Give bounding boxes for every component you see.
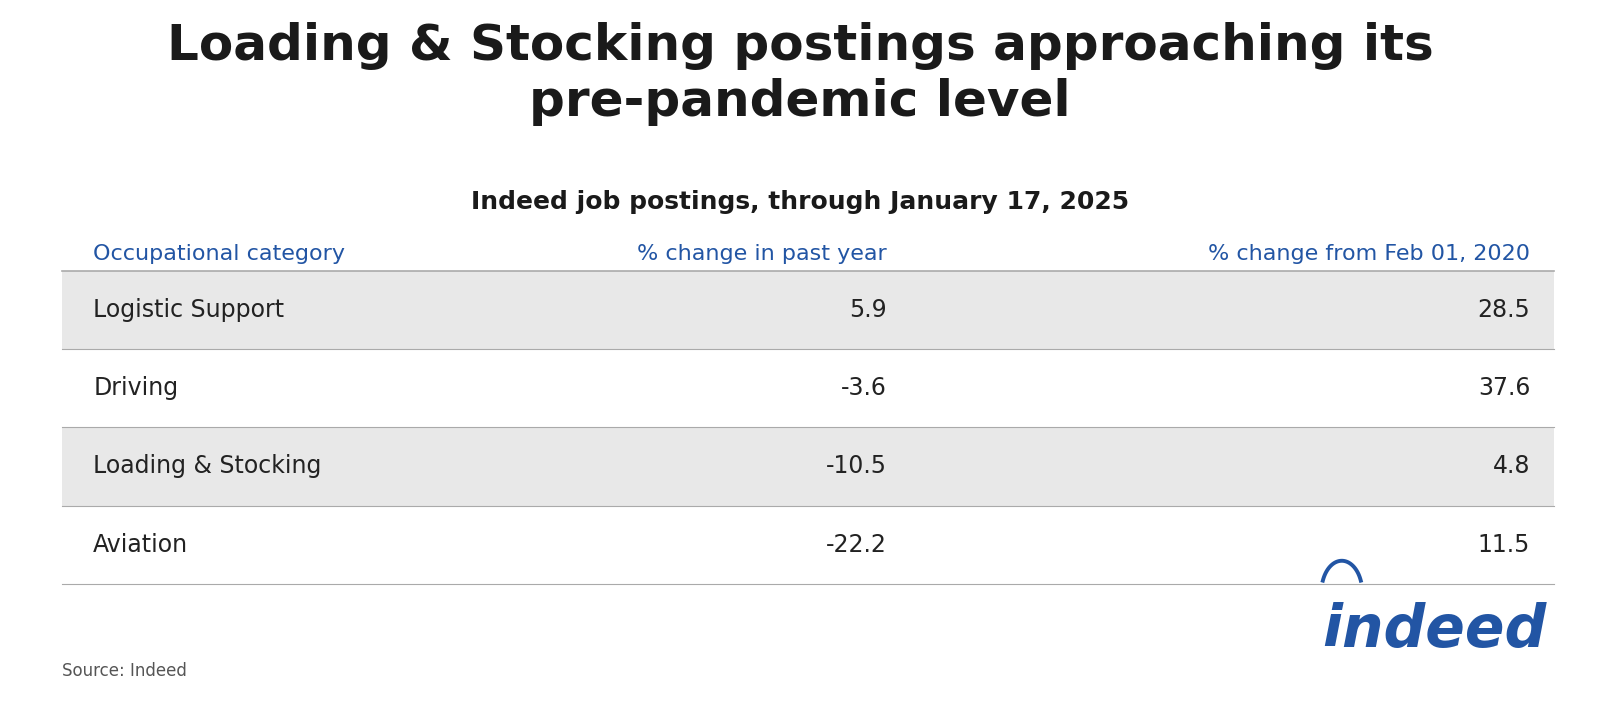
Text: 37.6: 37.6 [1478,376,1530,400]
FancyBboxPatch shape [62,270,1554,349]
Text: Loading & Stocking: Loading & Stocking [93,454,322,478]
Text: -10.5: -10.5 [826,454,886,478]
Text: Aviation: Aviation [93,533,189,557]
FancyBboxPatch shape [62,428,1554,505]
Text: Driving: Driving [93,376,179,400]
Text: Occupational category: Occupational category [93,244,346,263]
Text: indeed: indeed [1322,602,1546,658]
Text: -22.2: -22.2 [826,533,886,557]
Text: -3.6: -3.6 [840,376,886,400]
Text: % change in past year: % change in past year [637,244,886,263]
Text: Logistic Support: Logistic Support [93,298,285,322]
Text: Indeed job postings, through January 17, 2025: Indeed job postings, through January 17,… [470,190,1130,214]
Text: 28.5: 28.5 [1477,298,1530,322]
Text: 5.9: 5.9 [848,298,886,322]
Text: % change from Feb 01, 2020: % change from Feb 01, 2020 [1208,244,1530,263]
Text: Source: Indeed: Source: Indeed [62,661,187,680]
Text: 4.8: 4.8 [1493,454,1530,478]
Text: Loading & Stocking postings approaching its
pre-pandemic level: Loading & Stocking postings approaching … [166,22,1434,126]
Text: 11.5: 11.5 [1478,533,1530,557]
